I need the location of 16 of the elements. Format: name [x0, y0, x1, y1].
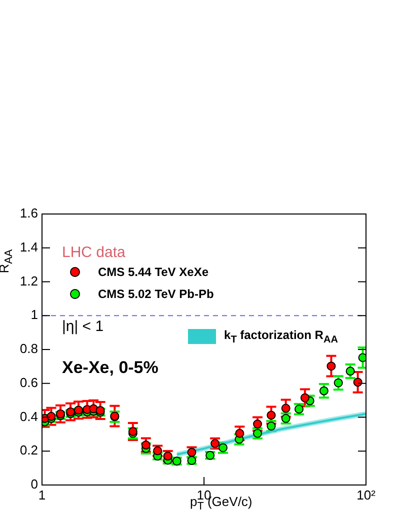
y-tick-label: 1.2	[20, 273, 38, 288]
y-tick-label: 0.6	[20, 374, 38, 390]
legend-label: CMS 5.02 TeV Pb-Pb	[98, 287, 214, 301]
legend-title: LHC data	[62, 244, 126, 261]
y-tick-label: 0.8	[20, 341, 38, 356]
y-tick-label: 0.4	[20, 408, 38, 424]
y-tick-label: 1.4	[20, 239, 38, 254]
annotation: Xe-Xe, 0-5%	[62, 358, 158, 378]
y-tick-label: 0	[30, 476, 38, 492]
y-tick-label: 1	[30, 307, 38, 322]
y-tick-label: 1.6	[20, 206, 38, 221]
x-tick-label: 10²	[356, 487, 376, 502]
legend-label: CMS 5.44 TeV XeXe	[98, 265, 208, 279]
y-tick-label: 0.2	[20, 442, 38, 458]
annotation: |η| < 1	[62, 318, 104, 335]
legend-label: k$_{T}$ factorization R$_{AA}$	[224, 328, 338, 346]
